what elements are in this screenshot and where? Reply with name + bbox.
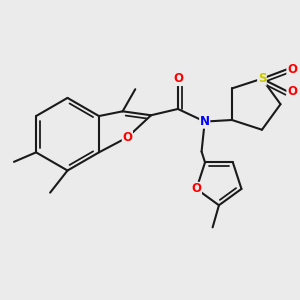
Text: O: O (122, 131, 132, 144)
Text: O: O (173, 73, 183, 85)
Text: S: S (258, 72, 266, 85)
Text: O: O (191, 182, 201, 195)
Text: O: O (287, 63, 297, 76)
Text: N: N (200, 115, 210, 128)
Text: O: O (287, 85, 297, 98)
